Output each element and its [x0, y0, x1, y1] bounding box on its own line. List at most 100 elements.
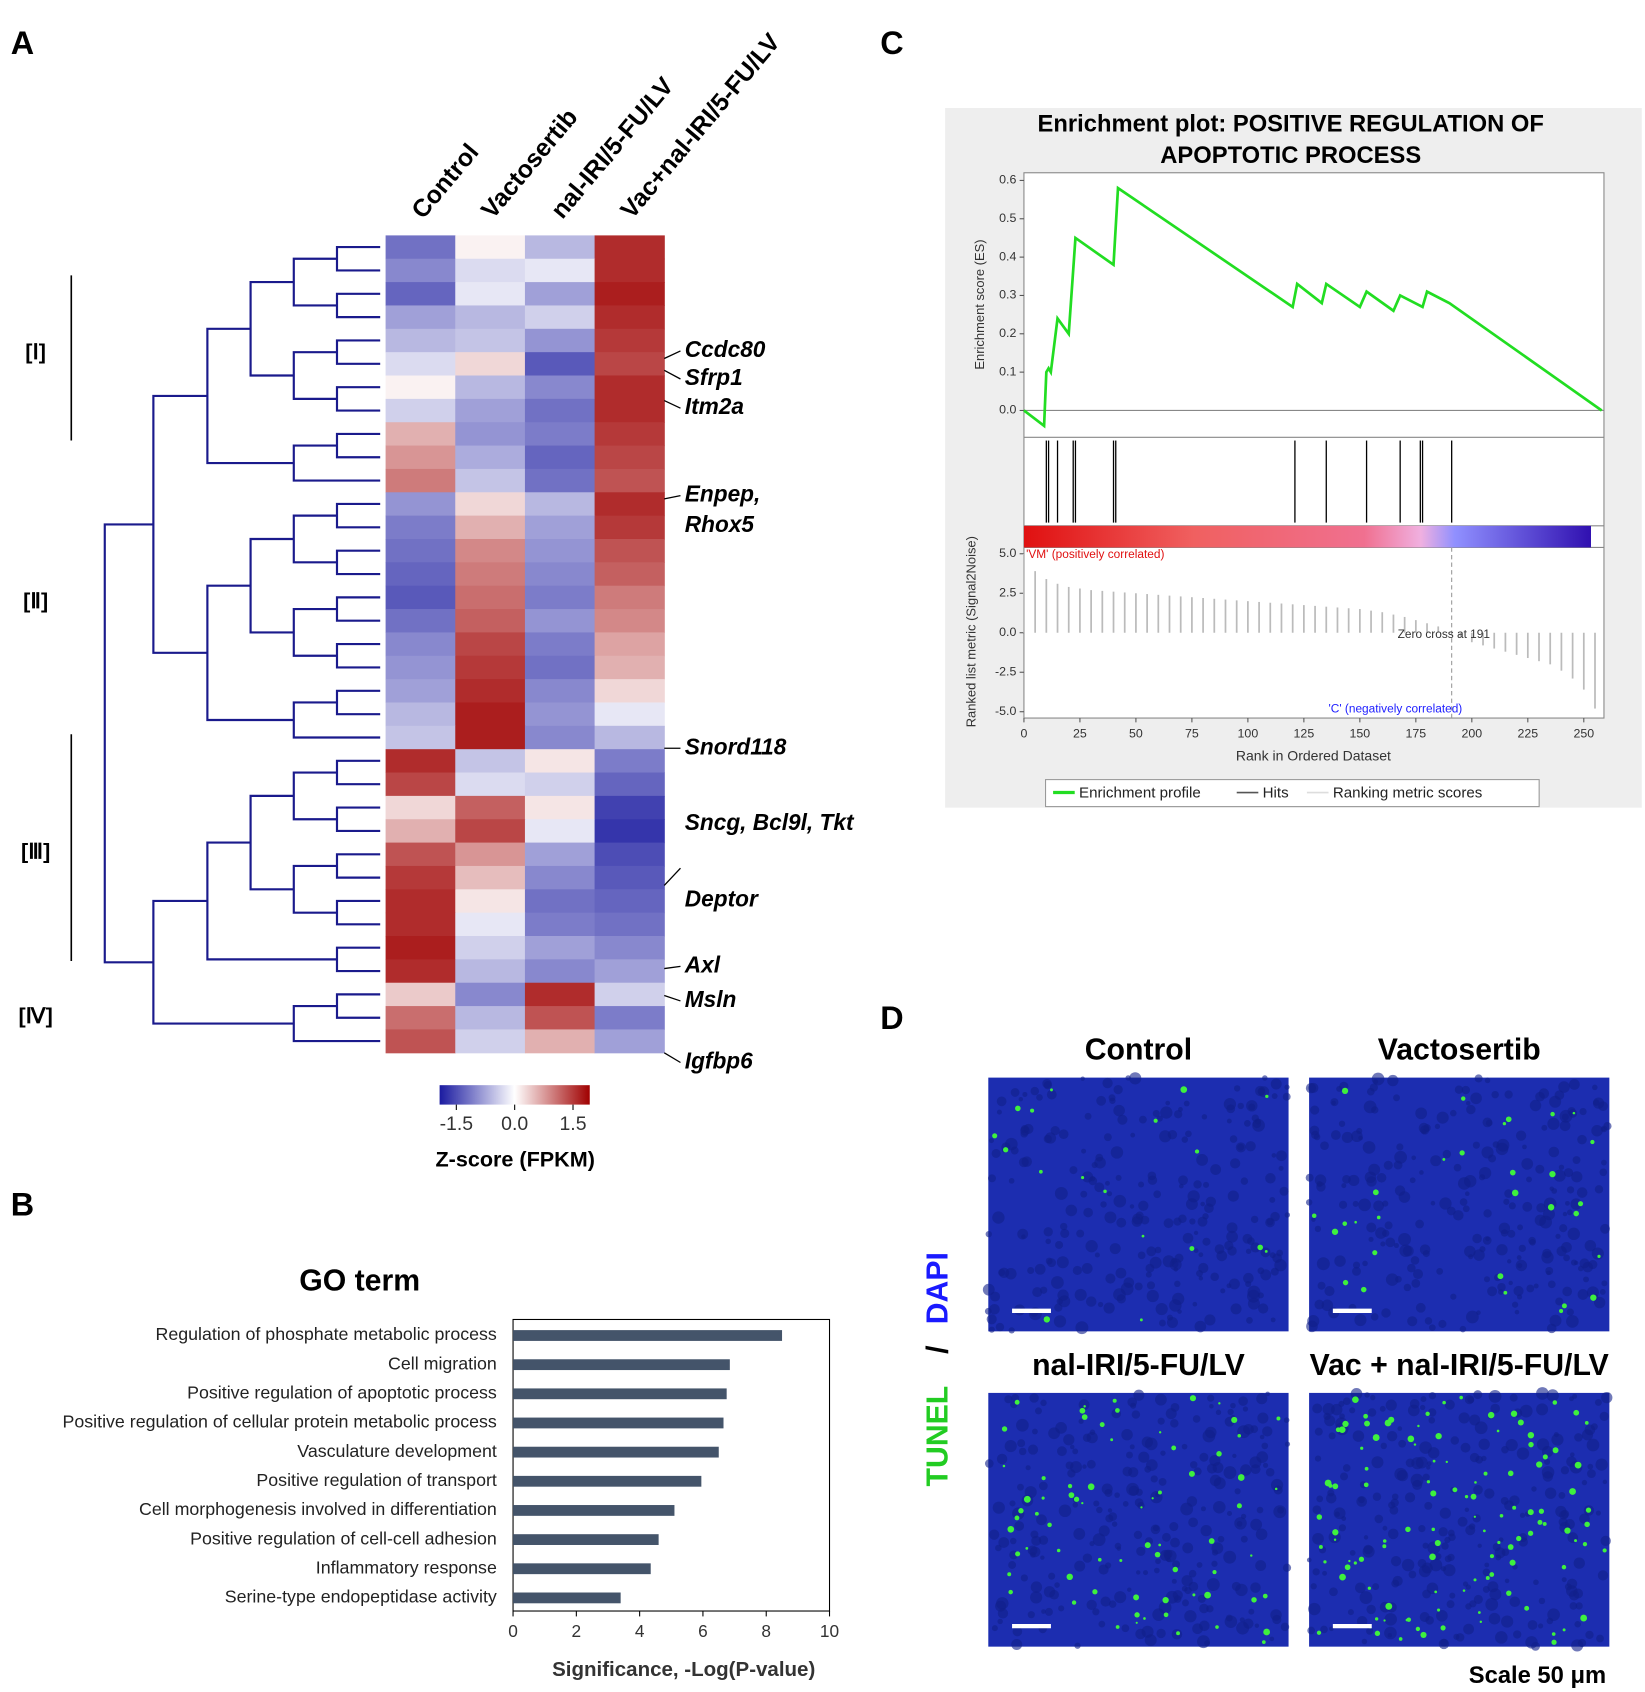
nucleus-texture: [1500, 1229, 1509, 1237]
tunel-dot: [1497, 1273, 1504, 1280]
nucleus-texture: [1020, 1574, 1028, 1582]
nucleus-texture: [1508, 1280, 1513, 1286]
nucleus-texture: [1366, 1176, 1377, 1187]
nucleus-texture: [998, 1268, 1006, 1277]
heatmap-cell: [385, 655, 456, 680]
nucleus-texture: [1398, 1439, 1407, 1448]
tunel-dot: [1352, 1396, 1359, 1404]
tunel-dot: [1079, 1407, 1086, 1414]
heatmap-cell: [385, 282, 456, 306]
nucleus-texture: [1427, 1447, 1440, 1459]
tunel-dot: [1115, 1625, 1120, 1629]
nucleus-texture: [1392, 1575, 1403, 1587]
nucleus-texture: [1189, 1218, 1196, 1225]
nucleus-texture: [996, 1096, 1007, 1107]
heatmap-cell: [385, 235, 456, 260]
heatmap-cell: [385, 865, 456, 890]
nucleus-texture: [1492, 1141, 1500, 1148]
heatmap-cell: [594, 936, 665, 960]
nucleus-texture: [1569, 1396, 1574, 1402]
heatmap-cell: [455, 725, 526, 750]
tunel-dot: [1425, 1411, 1430, 1416]
nucleus-texture: [1014, 1521, 1025, 1531]
nucleus-texture: [1085, 1296, 1097, 1307]
nucleus-texture: [1138, 1200, 1149, 1211]
tunel-dot: [1417, 1424, 1420, 1428]
nucleus-texture: [1411, 1155, 1417, 1161]
nucleus-texture: [1072, 1265, 1082, 1276]
nucleus-texture: [1163, 1218, 1174, 1229]
tunel-dot: [1470, 1493, 1477, 1500]
nucleus-texture: [1548, 1146, 1560, 1158]
tunel-dot: [1144, 1542, 1151, 1549]
heatmap-cell: [385, 819, 456, 844]
nucleus-texture: [1193, 1180, 1202, 1189]
nucleus-texture: [1255, 1528, 1268, 1541]
nucleus-texture: [1200, 1525, 1212, 1537]
heatmap-cell: [524, 422, 596, 447]
nucleus-texture: [1154, 1567, 1160, 1574]
tunel-dot: [1385, 1602, 1393, 1610]
legend-label: Ranking metric scores: [1333, 785, 1483, 802]
tunel-dot: [1112, 1398, 1117, 1403]
tunel-dot: [1367, 1586, 1372, 1590]
tunel-dot: [1537, 1519, 1543, 1525]
nucleus-texture: [1203, 1181, 1210, 1188]
tunel-dot: [1081, 1176, 1085, 1180]
nucleus-texture: [1472, 1233, 1482, 1244]
nucleus-texture: [1058, 1605, 1065, 1612]
nucleus-texture: [1373, 1079, 1379, 1085]
tunel-dot: [1208, 1538, 1215, 1544]
nucleus-texture: [1438, 1527, 1448, 1537]
tunel-dot: [1041, 1476, 1046, 1481]
nucleus-texture: [1086, 1459, 1096, 1469]
plot-frame: [512, 1318, 831, 1612]
nucleus-texture: [1507, 1229, 1516, 1238]
nucleus-texture: [1072, 1448, 1079, 1455]
y-tick-label: 0.1: [999, 364, 1016, 378]
nucleus-texture: [1341, 1131, 1354, 1144]
gene-label: Sncg, Bcl9l, Tkt: [685, 809, 855, 835]
nucleus-texture: [1388, 1501, 1396, 1509]
nucleus-texture: [1321, 1299, 1334, 1312]
nucleus-texture: [1446, 1600, 1455, 1609]
nucleus-texture: [1412, 1269, 1424, 1280]
nucleus-texture: [1138, 1451, 1150, 1463]
nucleus-texture: [1036, 1094, 1043, 1101]
heatmap-cell: [594, 632, 665, 657]
tunel-dot: [1574, 1461, 1582, 1469]
gene-label: Sfrp1: [685, 364, 743, 390]
tunel-dot: [1434, 1540, 1441, 1547]
tunel-dot: [1002, 1464, 1006, 1468]
nucleus-texture: [1113, 1194, 1127, 1208]
nucleus-texture: [1358, 1198, 1371, 1212]
tunel-dot: [1276, 1416, 1281, 1421]
heatmap-cell: [385, 772, 456, 797]
nucleus-texture: [1270, 1078, 1282, 1090]
nucleus-texture: [1154, 1246, 1162, 1254]
nucleus-texture: [1248, 1608, 1255, 1615]
nucleus-texture: [1380, 1241, 1386, 1247]
tunel-dot: [1338, 1426, 1346, 1434]
image-title: Vactosertib: [1378, 1034, 1541, 1067]
nucleus-texture: [1317, 1281, 1326, 1290]
category-label: Positive regulation of cell-cell adhesio…: [190, 1528, 497, 1548]
nucleus-texture: [1563, 1254, 1570, 1262]
nucleus-texture: [1005, 1268, 1017, 1280]
nucleus-texture: [1105, 1514, 1114, 1523]
heatmap-cell: [594, 609, 665, 633]
nucleus-texture: [1065, 1461, 1074, 1470]
x-tick-label: 125: [1294, 727, 1315, 741]
tunel-dot: [1257, 1244, 1264, 1251]
x-tick-label: 10: [820, 1621, 839, 1641]
nucleus-texture: [1359, 1591, 1373, 1604]
gene-label: Msln: [685, 986, 737, 1012]
nucleus-texture: [1086, 1599, 1097, 1611]
heatmap-cell: [385, 422, 456, 447]
nucleus-texture: [1280, 1622, 1290, 1632]
heatmap-cell: [524, 982, 596, 1007]
nucleus-texture: [1352, 1200, 1359, 1207]
nucleus-texture: [1199, 1603, 1209, 1614]
heatmap-cell: [594, 655, 665, 680]
nucleus-texture: [1096, 1506, 1103, 1514]
